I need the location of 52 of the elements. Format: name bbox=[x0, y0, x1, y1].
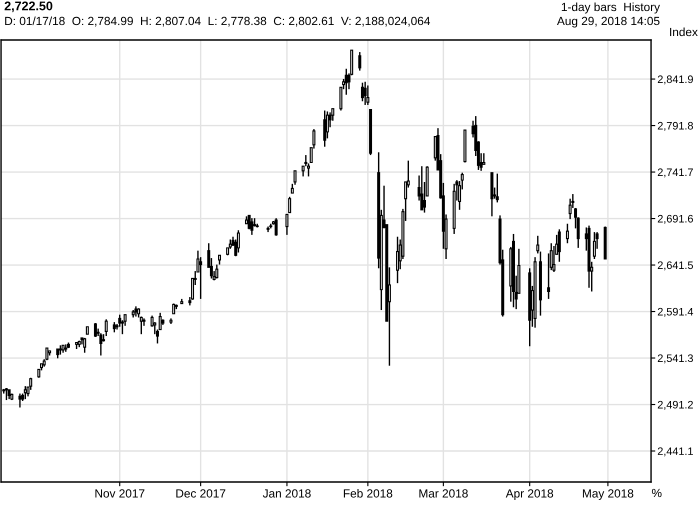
candlestick bbox=[358, 51, 362, 72]
candlestick bbox=[112, 321, 116, 334]
candlestick bbox=[323, 110, 326, 148]
candlestick bbox=[4, 387, 8, 401]
y-tick-label: 2,441.1 bbox=[658, 447, 693, 456]
candlestick bbox=[94, 322, 97, 338]
x-tick-label: May 2018 bbox=[582, 489, 634, 500]
candlestick bbox=[496, 172, 499, 204]
x-tick-label: Nov 2017 bbox=[95, 489, 144, 498]
chart-title: 2,722.50 bbox=[4, 2, 52, 12]
candlestick bbox=[236, 230, 240, 254]
candlestick bbox=[366, 84, 370, 106]
text: % bbox=[652, 488, 662, 498]
candlestick bbox=[364, 81, 367, 106]
candlestick bbox=[58, 344, 62, 356]
candlestick bbox=[396, 236, 400, 284]
candlestick bbox=[290, 183, 294, 194]
candlestick bbox=[420, 166, 424, 211]
candlestick bbox=[56, 348, 60, 359]
x-tick-label: Feb 2018 bbox=[344, 488, 392, 498]
y-tick-label: 2,741.7 bbox=[658, 168, 693, 178]
candlestick bbox=[566, 223, 569, 244]
y-tick-label: 2,841.9 bbox=[658, 75, 693, 84]
x-tick-label: Mar 2018 bbox=[419, 489, 468, 498]
y-tick-label: 2,541.3 bbox=[658, 354, 693, 364]
x-tick-label: Dec 2017 bbox=[176, 489, 226, 498]
candlestick bbox=[558, 228, 561, 262]
chart-subtitle: D: 01/17/18 O: 2,784.99 H: 2,807.04 L: 2,778.38 C: 2,802.61 V: 2,188,024,064 bbox=[5, 16, 430, 27]
candlestick bbox=[294, 170, 297, 186]
candlestick bbox=[250, 217, 254, 236]
candlestick bbox=[172, 302, 176, 314]
y-tick-label: 2,791.8 bbox=[658, 122, 693, 131]
candlestick bbox=[134, 306, 138, 318]
candlestick bbox=[274, 217, 278, 236]
candlestick bbox=[83, 337, 86, 354]
text: Aug 29, 2018 14:05 bbox=[556, 16, 660, 28]
candlestick bbox=[218, 254, 222, 266]
y-tick-label: 2,641.5 bbox=[658, 261, 693, 270]
candlestick bbox=[592, 231, 596, 260]
x-tick-label: Jan 2018 bbox=[262, 489, 311, 498]
y-tick-label: 2,691.6 bbox=[658, 214, 693, 224]
candlestick bbox=[99, 332, 102, 356]
candlestick bbox=[552, 245, 556, 273]
y-axis-title: Index bbox=[670, 28, 698, 36]
candlestick bbox=[568, 198, 572, 220]
y-tick-label: 2,591.4 bbox=[658, 308, 694, 317]
y-tick-label: 2,491.2 bbox=[658, 400, 693, 410]
candlestick bbox=[215, 264, 218, 280]
candlestick bbox=[8, 389, 11, 400]
x-tick-label: Apr 2018 bbox=[506, 489, 554, 500]
candlestick bbox=[29, 377, 32, 391]
text: 1-day bars History bbox=[562, 2, 660, 14]
